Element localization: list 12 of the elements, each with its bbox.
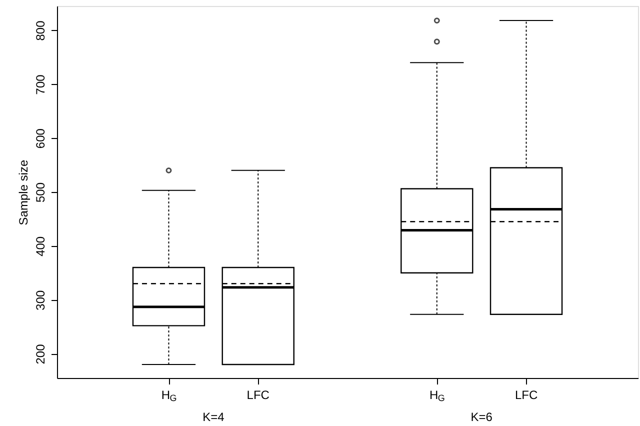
y-tick-label: 800 — [34, 20, 48, 41]
y-tick-label: 700 — [34, 74, 48, 95]
x-tick-label: LFC — [514, 388, 538, 402]
text: K=6 — [470, 410, 493, 424]
y-tick-label: 500 — [34, 182, 48, 203]
y-tick-label: 200 — [34, 344, 48, 364]
y-tick-label: 600 — [34, 128, 48, 149]
y-tick-label: 400 — [34, 236, 48, 256]
text: K=4 — [202, 410, 225, 424]
y-tick-label: 300 — [34, 290, 48, 310]
y-axis-title: Sample size — [16, 160, 30, 226]
x-tick-label: LFC — [246, 388, 270, 402]
